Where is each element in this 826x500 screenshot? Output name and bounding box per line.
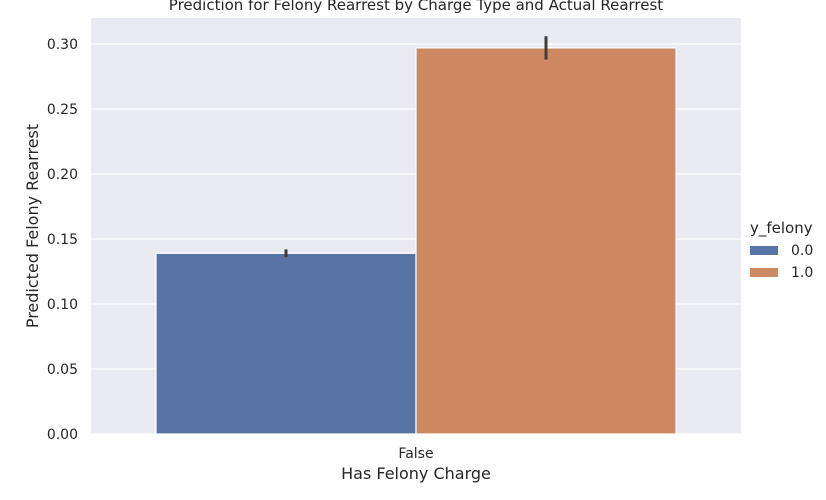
legend-swatch-0.0 [750,246,778,255]
x-axis-label: Has Felony Charge [341,464,491,483]
y-tick-label: 0.15 [47,232,78,248]
x-tick-label: False [398,446,433,462]
error-bars [284,36,548,258]
y-tick-labels: 0.00 0.05 0.10 0.15 0.20 0.25 0.30 [47,37,78,443]
y-tick-label: 0.20 [47,167,78,183]
y-tick-label: 0.25 [47,102,78,118]
bars [155,47,677,435]
y-tick-label: 0.10 [47,297,78,313]
legend-swatch-1.0 [750,268,778,277]
legend-title: y_felony [750,219,813,238]
bar-0.0 [155,252,417,435]
bar-1.0 [415,47,677,435]
legend: y_felony 0.0 1.0 [750,219,813,281]
y-tick-label: 0.05 [47,362,78,378]
legend-label-1.0: 1.0 [791,265,813,281]
y-tick-label: 0.00 [47,427,78,443]
y-axis-label: Predicted Felony Rearrest [23,124,42,328]
y-tick-label: 0.30 [47,37,78,53]
x-tick-labels: False [398,446,433,462]
legend-label-0.0: 0.0 [791,243,813,259]
chart-title: Prediction for Felony Rearrest by Charge… [169,0,663,14]
